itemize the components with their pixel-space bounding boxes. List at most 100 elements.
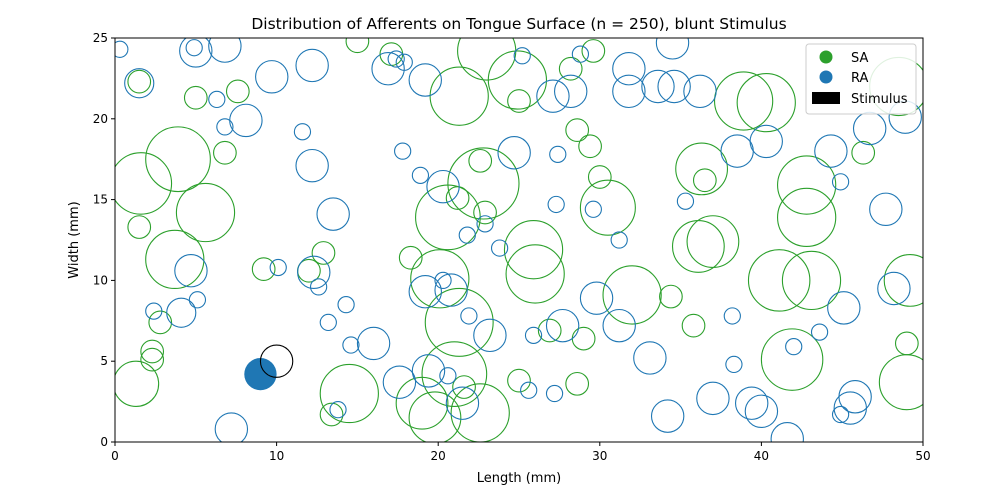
sa-point-0-0 [127,69,152,94]
sa-point-0-41 [558,56,583,81]
ra-point-1-50 [545,384,564,403]
x-tick-label-40: 40 [754,449,769,463]
ra-point-1-60 [612,51,646,86]
ra-point-1-36 [434,271,452,290]
chart-title: Distribution of Afferents on Tongue Surf… [251,15,786,33]
sa-point-0-36 [507,89,531,113]
ra-point-1-71 [725,355,743,374]
sa-point-0-60 [777,155,837,215]
sa-point-0-2 [127,215,152,239]
ra-point-1-42 [476,215,494,233]
legend-marker-stimulus [812,92,840,104]
ra-point-1-40 [458,226,476,244]
ra-point-1-33 [408,63,442,97]
sa-point-0-40 [537,318,562,343]
sa-point-0-23 [410,249,470,309]
ra-point-1-30 [395,53,413,71]
ra-point-1-29 [394,142,412,160]
ra-point-1-9 [208,38,242,63]
sa-point-0-44 [578,134,602,159]
ra-point-1-79 [814,134,848,168]
ra-point-1-27 [387,50,405,68]
sa-point-0-37 [507,368,531,393]
ra-point-1-12 [229,103,263,138]
ra-point-1-70 [723,307,741,325]
ra-point-1-7 [185,39,203,57]
ra-point-1-43 [473,318,507,353]
ra-point-1-23 [337,296,355,314]
sa-point-0-51 [681,313,706,338]
ra-point-1-47 [520,381,538,399]
ra-point-1-46 [513,47,531,65]
ra-point-1-48 [524,326,543,344]
ra-point-1-18 [297,255,331,290]
ra-point-1-68 [683,74,717,109]
ra-point-1-24 [342,336,360,354]
ra-point-1-28 [382,365,417,399]
ra-point-1-38 [434,273,468,307]
ra-point-1-41 [460,307,478,325]
ra-point-1-25 [356,326,391,361]
sa-point-0-56 [713,71,774,131]
sa-point-0-7 [145,229,205,290]
sa-point-0-31 [447,147,520,220]
ra-point-1-5 [188,291,207,309]
ra-point-1-58 [610,231,628,249]
y-axis: 0 5 10 15 20 25 [93,31,115,449]
plot-frame [114,37,924,443]
y-tick-label-25: 25 [93,31,108,45]
ra-point-1-82 [827,291,861,325]
sa-point-0-15 [311,241,336,265]
ra-point-1-32 [408,275,442,309]
ra-point-1-14 [269,258,287,277]
ra-point-1-87 [877,271,911,306]
sa-point-0-12 [225,79,250,104]
ra-point-1-35 [426,169,460,204]
ra-point-1-62 [633,341,667,375]
sa-point-0-20 [398,245,423,270]
ra-point-1-61 [612,74,646,109]
ra-point-1-11 [214,412,249,442]
marks-layer [115,38,923,442]
sa-point-0-65 [883,254,923,307]
sa-point-0-48 [579,179,636,236]
sa-point-0-45 [565,371,590,396]
legend-marker-ra [819,70,833,84]
y-tick-label-20: 20 [93,112,108,126]
ra-point-1-74 [744,394,779,429]
sa-point-0-67 [878,354,923,411]
ra-point-1-26 [371,51,405,86]
ra-point-1-73 [734,386,769,420]
sa-point-0-8 [145,126,211,193]
sa-point-0-61 [777,187,837,248]
ra-point-1-17 [295,148,329,183]
sa-point-0-58 [747,249,811,312]
x-tick-label-20: 20 [431,449,446,463]
ra-point-1-77 [785,338,803,356]
ra-point-1-0 [115,40,129,58]
sa-point-0-28 [429,66,489,126]
sa-point-0-50 [659,284,683,309]
ra-point-1-31 [411,166,430,184]
ra-point-1-20 [319,313,337,332]
sa-point-0-47 [587,165,612,189]
sa-point-0-11 [213,140,237,165]
ra-point-1-76 [770,422,804,442]
ra-point-1-37 [439,367,457,385]
sa-point-0-39 [505,244,565,304]
y-axis-label: Width (mm) [67,201,82,278]
sa-point-0-32 [468,148,493,173]
sa-point-0-27 [424,287,494,357]
ra-point-1-13 [255,60,289,94]
ra-point-1-78 [810,323,829,341]
sa-point-0-25 [421,341,488,407]
sa-point-0-29 [452,375,476,399]
sa-point-0-1 [115,152,173,215]
sa-point-0-38 [503,220,564,280]
ra-point-1-19 [309,278,328,296]
x-tick-label-30: 30 [592,449,607,463]
x-axis: 0 10 20 30 40 50 [111,442,931,463]
ra-point-1-6 [179,38,213,68]
y-tick-label-5: 5 [100,354,108,368]
